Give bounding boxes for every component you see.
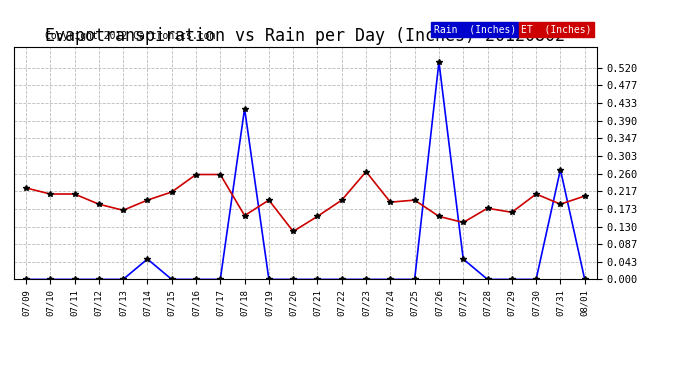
Text: Rain  (Inches): Rain (Inches) xyxy=(433,24,516,34)
Title: Evapotranspiration vs Rain per Day (Inches) 20120802: Evapotranspiration vs Rain per Day (Inch… xyxy=(46,27,565,45)
Text: Copyright 2012 Cartronics.com: Copyright 2012 Cartronics.com xyxy=(45,32,215,41)
Text: ET  (Inches): ET (Inches) xyxy=(521,24,591,34)
